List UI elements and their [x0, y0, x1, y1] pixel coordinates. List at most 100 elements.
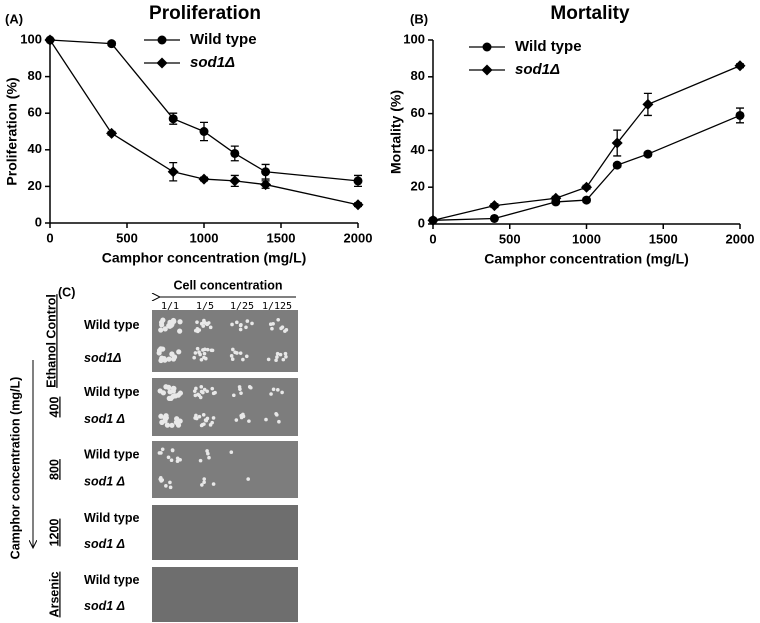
colony: [166, 455, 171, 460]
colony: [160, 447, 165, 452]
colony: [241, 414, 246, 419]
colony: [162, 326, 168, 332]
series: [44, 34, 364, 211]
data-point: [352, 199, 364, 211]
dilution-label: 1/5: [196, 301, 214, 312]
y-tick-label: 60: [28, 105, 42, 120]
data-point: [260, 179, 272, 191]
colony: [193, 416, 197, 420]
colony: [250, 321, 254, 326]
y-axis-label: Camphor concentration (mg/L): [8, 377, 22, 560]
colony: [247, 419, 251, 423]
y-axis-label: Mortality (%): [388, 90, 404, 174]
colony: [280, 390, 284, 395]
colony: [209, 348, 214, 353]
data-point: [167, 166, 179, 178]
y-tick-label: 0: [418, 215, 425, 230]
colony: [193, 393, 198, 398]
colony: [283, 351, 288, 356]
colony: [281, 357, 286, 362]
colony: [210, 386, 215, 391]
colony: [169, 422, 175, 428]
data-point: [735, 110, 745, 120]
x-tick-label: 1000: [572, 231, 601, 246]
colony: [239, 322, 243, 327]
colony: [170, 356, 177, 362]
plate: [152, 310, 298, 372]
data-point: [643, 149, 653, 159]
colony: [175, 456, 180, 461]
y-tick-label: 80: [411, 68, 425, 83]
panel-label: (C): [58, 285, 75, 299]
data-point: [44, 34, 56, 46]
colony: [198, 395, 203, 400]
x-tick-label: 0: [46, 230, 53, 245]
colony: [230, 322, 234, 327]
colony: [271, 387, 276, 392]
data-point: [107, 39, 117, 49]
series-line: [432, 114, 741, 221]
colony: [159, 322, 165, 328]
y-tick-label: 80: [28, 68, 42, 83]
colony: [164, 484, 168, 488]
colony: [159, 419, 165, 425]
legend-marker: [482, 42, 492, 52]
colony: [201, 390, 205, 395]
colony: [229, 450, 234, 454]
header: Cell concentration: [173, 278, 282, 292]
colony: [163, 415, 169, 421]
dilution-label: 1/1: [161, 301, 179, 312]
colony: [195, 346, 200, 351]
y-tick-label: 20: [411, 179, 425, 194]
legend-marker: [157, 35, 167, 45]
colony: [276, 317, 280, 322]
colony: [278, 352, 283, 357]
x-axis-label: Camphor concentration (mg/L): [484, 251, 689, 267]
x-tick-label: 1000: [190, 230, 219, 245]
plate: [152, 567, 298, 622]
colony: [177, 418, 183, 424]
colony: [208, 423, 213, 427]
x-tick-label: 2000: [344, 230, 373, 245]
colony: [197, 328, 202, 332]
x-tick-label: 500: [116, 230, 138, 245]
data-point: [582, 195, 591, 205]
row-label: Wild type: [84, 318, 139, 332]
row-label: sod1Δ: [84, 351, 122, 365]
colony: [195, 320, 199, 324]
data-point: [611, 137, 623, 149]
colony: [170, 448, 175, 452]
colony: [274, 412, 278, 416]
colony: [284, 328, 289, 332]
colony: [276, 388, 280, 392]
legend-marker: [156, 57, 168, 69]
colony: [197, 350, 201, 354]
colony: [241, 357, 245, 362]
row-label: sod1 Δ: [84, 474, 125, 488]
colony: [168, 480, 172, 485]
data-point: [230, 148, 240, 158]
colony: [202, 387, 207, 392]
data-point: [642, 98, 654, 110]
colony: [176, 349, 182, 355]
colony: [166, 356, 172, 362]
colony: [284, 354, 288, 359]
colony: [233, 350, 237, 355]
colony: [200, 483, 204, 487]
colony: [166, 395, 172, 401]
data-point: [229, 175, 241, 187]
colony: [231, 347, 235, 352]
row-label: Wild type: [84, 573, 139, 587]
colony: [198, 458, 203, 463]
colony: [211, 416, 216, 420]
colony: [168, 322, 174, 328]
colony: [157, 451, 162, 455]
colony: [192, 355, 196, 360]
group-label: 1200: [47, 519, 61, 547]
group-label: 800: [47, 459, 61, 480]
colony: [211, 482, 216, 486]
series: [427, 60, 746, 226]
chart-title: Proliferation: [149, 3, 261, 24]
data-point: [581, 181, 592, 193]
colony: [238, 327, 243, 332]
